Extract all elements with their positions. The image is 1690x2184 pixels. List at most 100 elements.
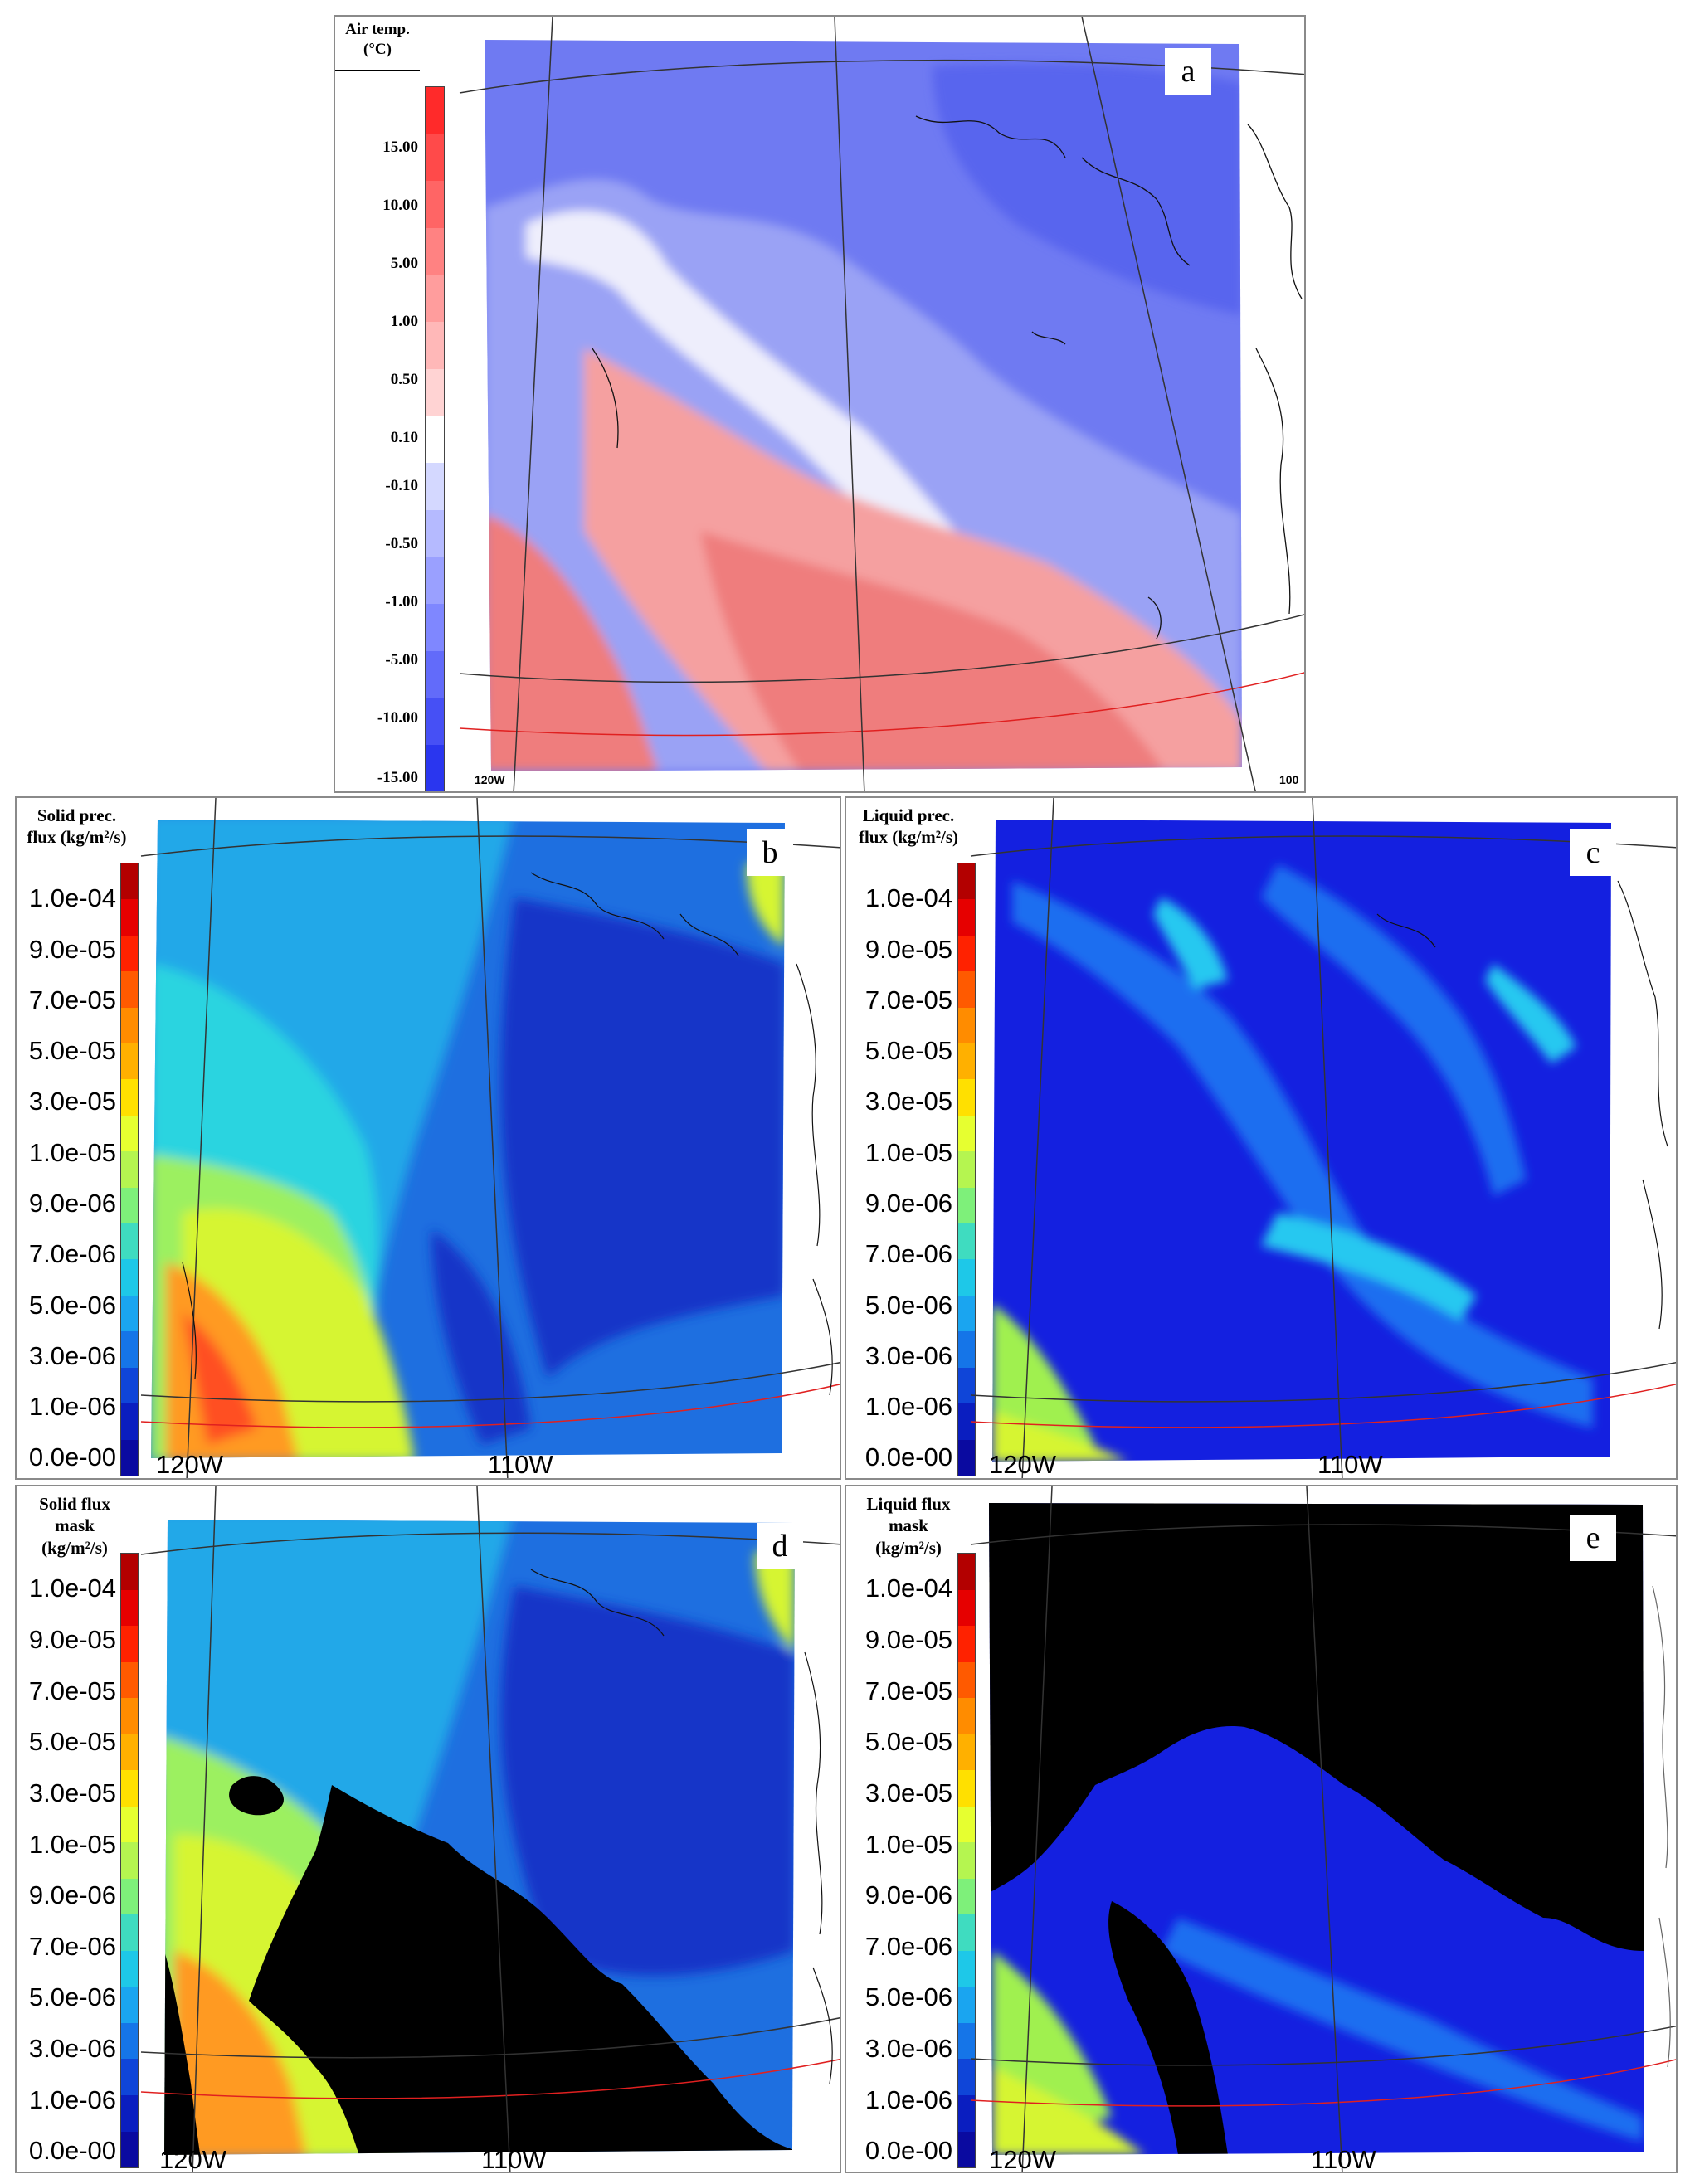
coastlines [1652, 1585, 1671, 2068]
legend-title-line: Solid prec. [37, 805, 117, 825]
colorbar [957, 863, 976, 1476]
colorbar-tick-label: -15.00 [377, 768, 418, 786]
colorbar-tick-label: 1.00 [390, 312, 418, 330]
flux-field-moderate [1012, 881, 1593, 1428]
latitude-line-red [970, 2059, 1676, 2107]
mask-region [249, 1785, 795, 2155]
legend-divider [335, 70, 420, 71]
graticule-line [140, 1532, 840, 1555]
flux-field-low [431, 1229, 531, 1445]
colorbar-tick-label: 10.00 [382, 196, 418, 214]
latitude-line-red [140, 2059, 840, 2099]
coastlines [530, 1569, 833, 2084]
colorbar-segment [426, 557, 444, 605]
colorbar-tick-label: 3.0e-05 [28, 1087, 116, 1116]
colorbar-segment [958, 1007, 975, 1044]
colorbar-tick-label: 0.0e-00 [864, 1442, 952, 1472]
graticule-line [970, 1361, 1676, 1403]
colorbar-tick-label: 7.0e-06 [864, 1239, 952, 1269]
colorbar-tick-label: 0.10 [390, 428, 418, 446]
colorbar-segment [958, 1151, 975, 1188]
colorbar-tick-label: 3.0e-05 [864, 1778, 952, 1807]
panel-label: c [1570, 829, 1616, 876]
colorbar-tick-label: 1.0e-05 [864, 1137, 952, 1167]
map-solid-flux-mask [140, 1486, 840, 2172]
colorbar-tick-label: 5.0e-06 [864, 1290, 952, 1320]
colorbar-segment [958, 2059, 975, 2095]
colorbar-tick-label: 1.0e-05 [28, 1137, 116, 1167]
longitude-label: 100 [1279, 773, 1299, 786]
panel-label: b [747, 829, 793, 876]
colorbar-tick-label: 9.0e-06 [28, 1880, 116, 1910]
colorbar-tick-label: 1.0e-05 [28, 1829, 116, 1859]
graticule-line [1306, 1486, 1343, 2172]
colorbar-segment [121, 971, 138, 1008]
legend-title-line: (°C) [363, 40, 392, 58]
colorbar-segment [121, 1589, 138, 1627]
colorbar-segment [958, 1223, 975, 1260]
colorbar-segment [121, 1151, 138, 1188]
colorbar-segment [121, 1115, 138, 1152]
colorbar-segment [121, 1806, 138, 1843]
graticule-line [459, 614, 1304, 683]
graticule-line [1081, 17, 1256, 791]
graticule-line [140, 835, 840, 857]
longitude-label: 120W [156, 1450, 223, 1479]
colorbar-segment [958, 1770, 975, 1807]
coastlines [592, 115, 1303, 640]
colorbar-tick-label: 5.0e-05 [864, 1727, 952, 1757]
colorbar-segment [426, 416, 444, 464]
graticule-line [1021, 1486, 1053, 2172]
colorbar-segment [121, 1554, 138, 1590]
map-liquid-precipitation-flux [970, 798, 1676, 1478]
colorbar-segment [958, 2094, 975, 2132]
colorbar-segment [958, 1043, 975, 1080]
colorbar-segment [958, 935, 975, 972]
colorbar-segment [121, 1770, 138, 1807]
colorbar-segment [426, 698, 444, 746]
colorbar-segment [958, 1914, 975, 1951]
colorbar-tick-label: 7.0e-06 [864, 1931, 952, 1961]
colorbar-tick-label: 7.0e-05 [864, 1676, 952, 1705]
colorbar-segment [426, 322, 444, 370]
colorbar-segment [958, 1403, 975, 1440]
colorbar-tick-label: 1.0e-05 [864, 1829, 952, 1859]
graticule-line [513, 17, 553, 791]
colorbar-segment [426, 604, 444, 652]
colorbar-segment [121, 1734, 138, 1771]
map-air-temperature [459, 17, 1304, 791]
colorbar-segment [958, 1331, 975, 1368]
colorbar-segment [426, 228, 444, 275]
graticule-line [140, 1362, 840, 1403]
flux-field-orange [166, 1262, 299, 1458]
colorbar-tick-label: 1.0e-04 [28, 1574, 116, 1603]
legend-title-line: Air temp. [345, 21, 410, 38]
legend-title: Liquid flux mask (kg/m²/s) [846, 1493, 971, 1559]
graticule-line [476, 798, 509, 1478]
colorbar-tick-label: 0.50 [390, 370, 418, 388]
colorbar-tick-label: -10.00 [377, 708, 418, 727]
colorbar-tick-label: -5.00 [385, 650, 418, 669]
colorbar-segment [426, 275, 444, 323]
legend-title-line: Liquid flux [866, 1494, 951, 1514]
panel-label: d [757, 1523, 803, 1569]
colorbar-segment [958, 1987, 975, 2023]
legend-title-line: (kg/m²/s) [875, 1537, 942, 1558]
colorbar-tick-label: 9.0e-06 [28, 1189, 116, 1218]
colorbar-segment [121, 1439, 138, 1476]
mask-region [164, 1951, 203, 2155]
colorbar-segment [958, 1950, 975, 1987]
colorbar-segment [121, 899, 138, 936]
colorbar-tick-label: 5.0e-06 [28, 1982, 116, 2012]
colorbar-tick-label: 1.0e-06 [28, 1392, 116, 1422]
panel-e-liquid-flux-mask: Liquid flux mask (kg/m²/s) 1.0e-04 9.0e-0… [845, 1485, 1678, 2173]
colorbar-segment [958, 971, 975, 1008]
mask-region [989, 1503, 1644, 1951]
colorbar-tick-label: 7.0e-06 [28, 1931, 116, 1961]
map-solid-precipitation-flux [140, 798, 840, 1478]
colorbar-tick-label: 9.0e-05 [28, 934, 116, 964]
colorbar-tick-label: 5.0e-05 [28, 1036, 116, 1066]
colorbar-tick-label: 3.0e-06 [864, 2034, 952, 2064]
colorbar-tick-label: -1.00 [385, 592, 418, 610]
colorbar-segment [958, 2022, 975, 2060]
